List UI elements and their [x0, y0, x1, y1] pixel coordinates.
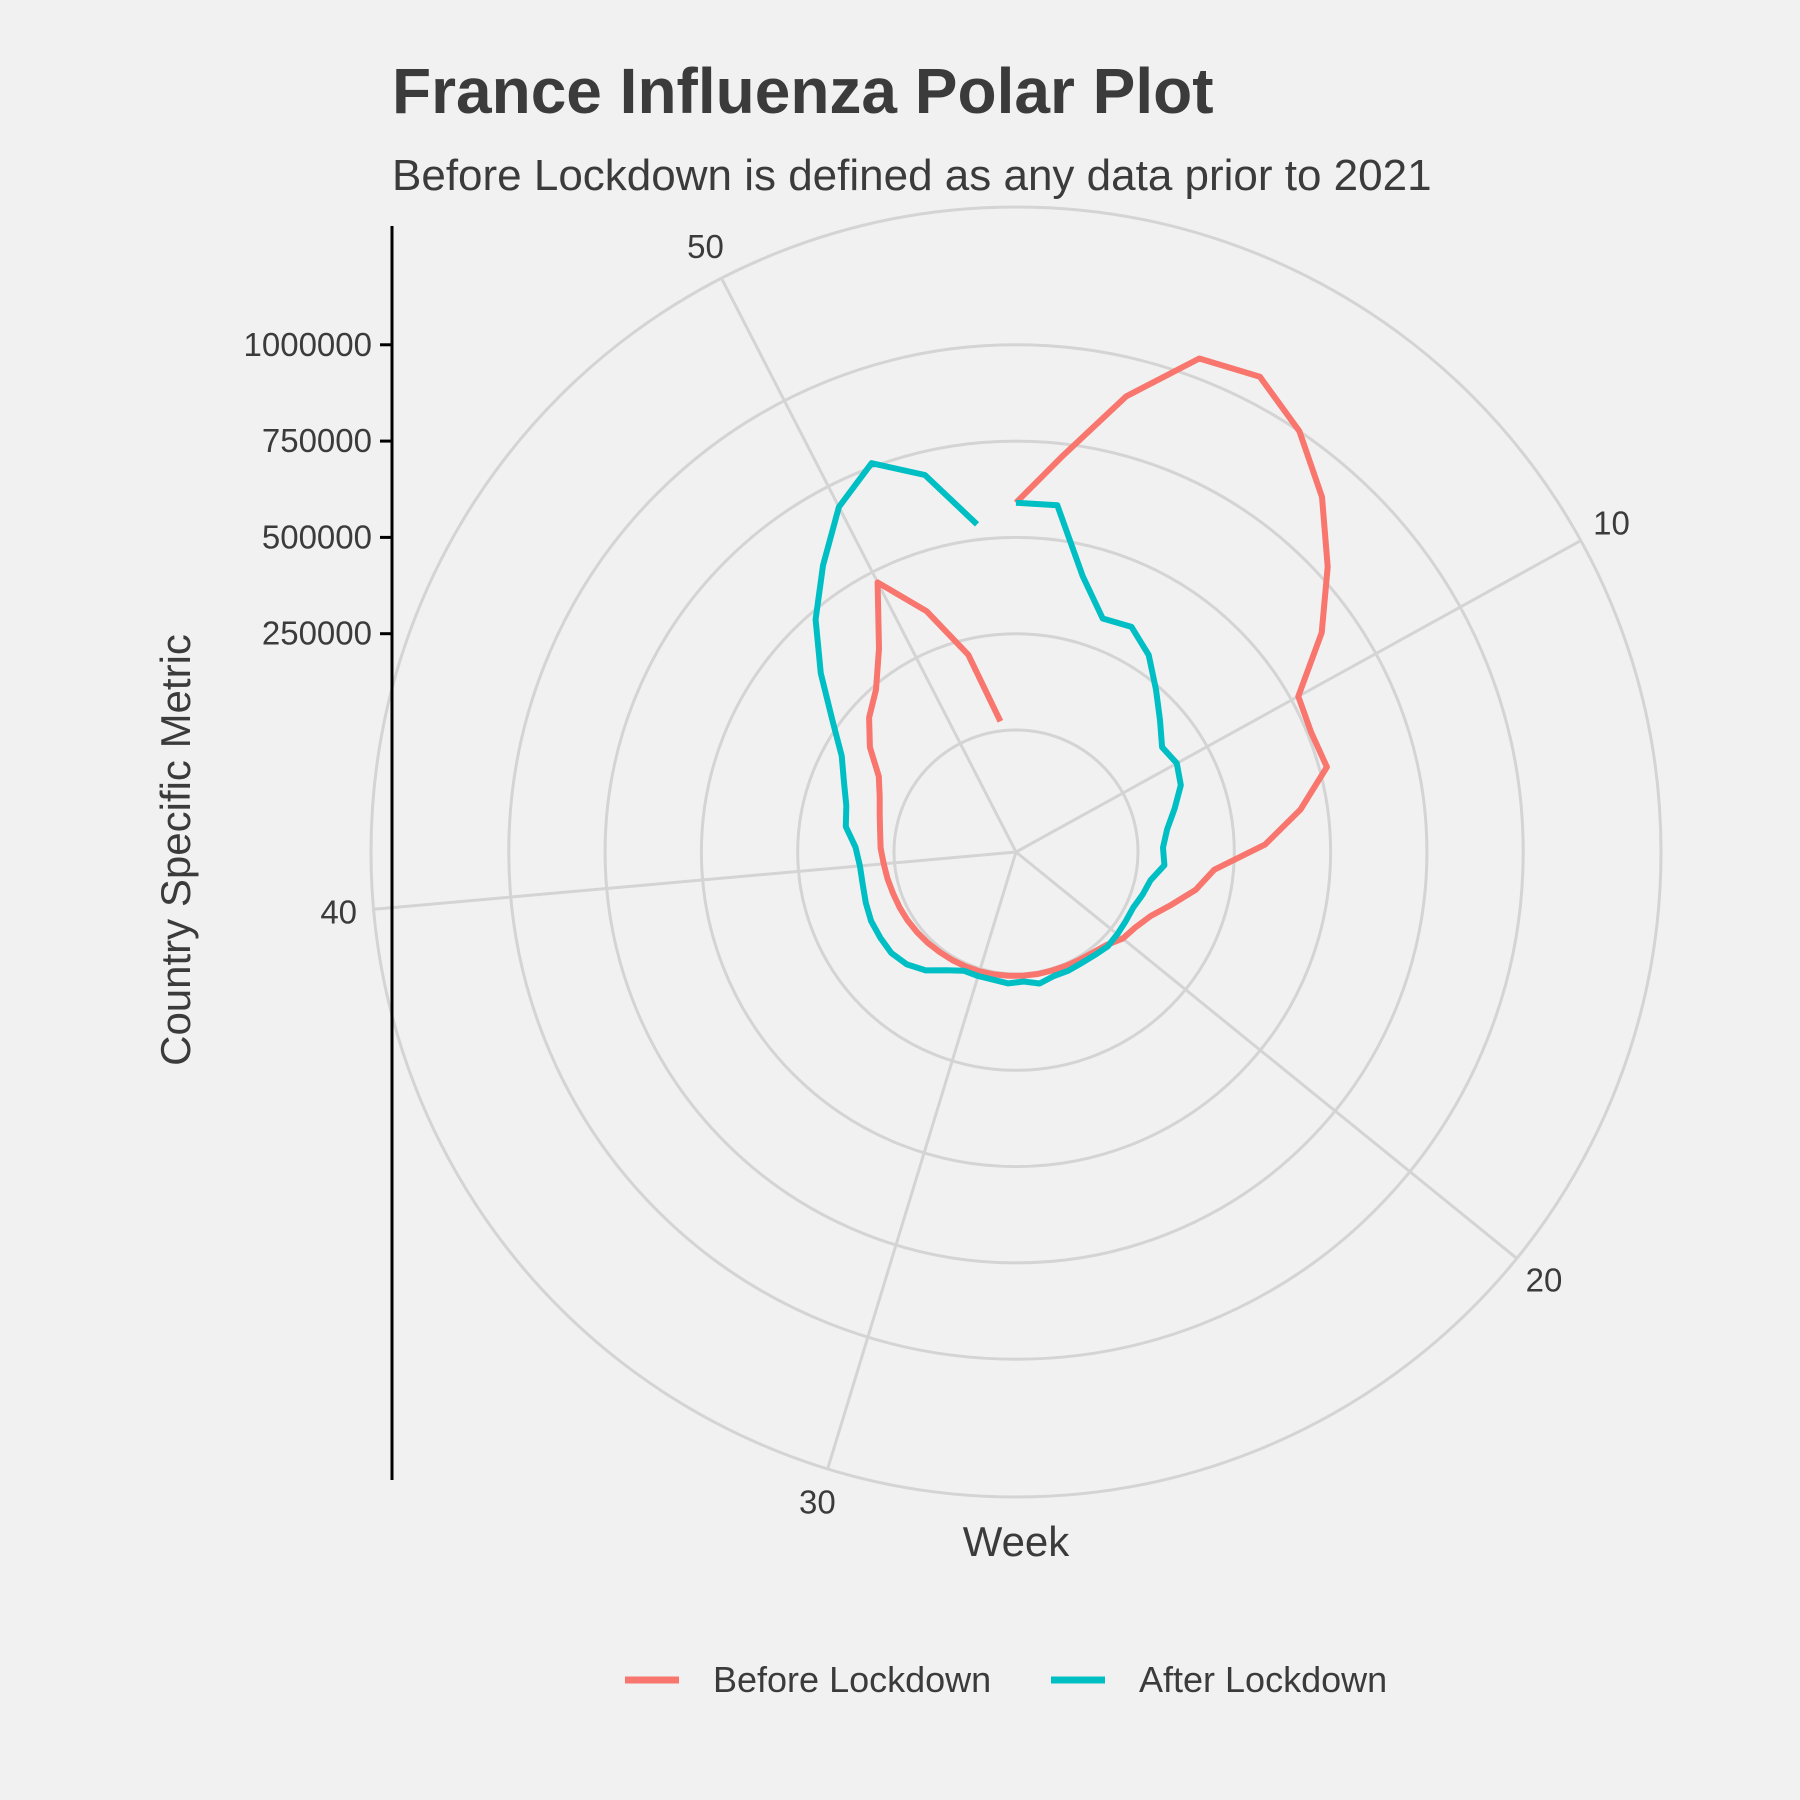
- legend: Before Lockdown After Lockdown: [625, 1659, 1387, 1700]
- week-tick-labels: 10 20 30 40 50: [320, 228, 1630, 1520]
- grid-circle: [796, 632, 1236, 1072]
- series-line: [866, 355, 1331, 979]
- grid-circle: [603, 439, 1429, 1265]
- grid-spoke: [373, 850, 1017, 911]
- y-axis-title: Country Specific Metric: [152, 634, 199, 1066]
- chart-subtitle: Before Lockdown is defined as any data p…: [392, 151, 1432, 200]
- y-tick-label: 1000000: [244, 326, 372, 363]
- polar-grid: [369, 205, 1663, 1499]
- series-line: [812, 460, 1184, 987]
- y-tick-label: 500000: [262, 518, 372, 555]
- week-tick-label: 10: [1593, 505, 1630, 542]
- grid-circle-outer: [369, 205, 1663, 1499]
- grid-circle: [699, 535, 1333, 1169]
- x-axis-title: Week: [963, 1518, 1071, 1565]
- chart-title: France Influenza Polar Plot: [392, 55, 1214, 127]
- grid-spoke: [1015, 850, 1518, 1260]
- week-tick-label: 30: [799, 1483, 836, 1520]
- week-tick-label: 50: [687, 228, 724, 265]
- legend-label: After Lockdown: [1139, 1659, 1387, 1700]
- week-tick-label: 40: [320, 893, 357, 930]
- grid-circle: [507, 343, 1525, 1361]
- series-lines: [812, 355, 1331, 987]
- grid-spoke: [720, 277, 1018, 853]
- week-tick-label: 20: [1526, 1261, 1563, 1298]
- grid-spoke: [826, 851, 1018, 1470]
- legend-label: Before Lockdown: [713, 1659, 991, 1700]
- y-tick-label: 250000: [262, 615, 372, 652]
- y-axis-ticks: 250000 500000 750000 1000000: [244, 326, 392, 652]
- y-tick-label: 750000: [262, 422, 372, 459]
